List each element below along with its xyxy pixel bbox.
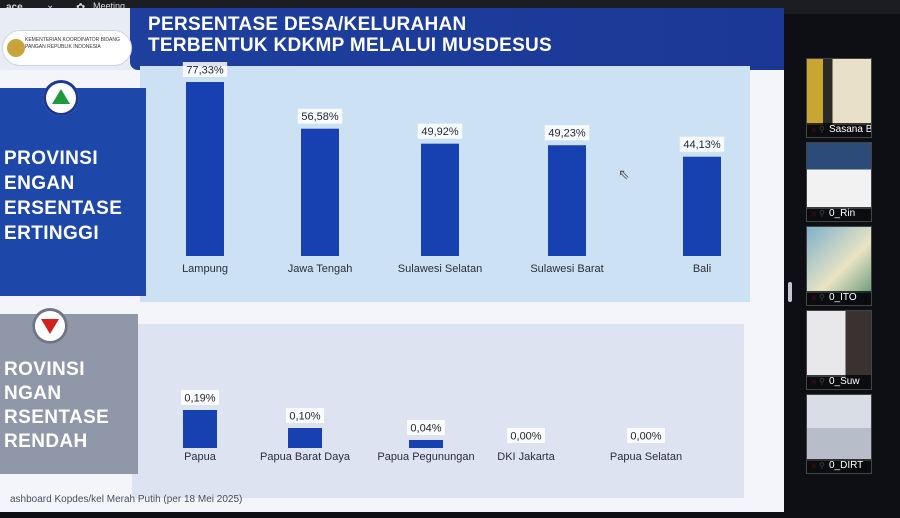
data-label-box [407, 420, 445, 435]
participant-tile[interactable]: ✕ ⚲ 0_DIRT [806, 394, 872, 474]
participant-video [807, 311, 871, 377]
side-label-line: RENDAH [4, 431, 88, 452]
data-label: 49,92% [421, 126, 459, 138]
up-arrow-badge [43, 80, 79, 116]
slide-title-line1: PERSENTASE DESA/KELURAHAN [148, 14, 467, 35]
category-label: Sulawesi Barat [530, 263, 603, 275]
bottom-chart-panel [132, 324, 744, 498]
data-label-box [507, 428, 545, 443]
data-label: 56,58% [301, 111, 339, 123]
data-label: 0,04% [410, 423, 441, 435]
side-label-line: ROVINSI [4, 359, 85, 380]
data-label-box [181, 390, 219, 405]
category-label: DKI Jakarta [497, 451, 555, 463]
lowest-provinces-sidebar [0, 314, 138, 474]
data-label: 0,00% [510, 431, 541, 443]
side-label-line: NGAN [4, 383, 62, 404]
data-label: 0,00% [630, 431, 661, 443]
data-label-box [627, 428, 665, 443]
category-label: Papua Barat Daya [260, 451, 351, 463]
highest-provinces-label: PROVINSI ENGAN ERSENTASE ERTINGGI [4, 146, 122, 246]
bar-sulawesi-selatan [421, 143, 459, 256]
lowest-provinces-label: ROVINSI NGAN RSENTASE RENDAH [4, 358, 109, 454]
participant-tile[interactable]: ✕ ⚲ Sasana B [806, 58, 872, 138]
category-label: Sulawesi Selatan [398, 263, 482, 275]
bar-jawa-tengah [301, 128, 339, 256]
participant-video [807, 143, 871, 209]
side-label-line: ERSENTASE [4, 198, 123, 219]
slide-title-line2: TERBENTUK KDKMP MELALUI MUSDESUS [148, 35, 553, 56]
panel-resize-handle[interactable] [788, 282, 792, 302]
highest-provinces-sidebar [0, 88, 146, 296]
category-label: Papua Selatan [610, 451, 682, 463]
side-label-line: RSENTASE [4, 407, 110, 428]
data-label-box [182, 62, 228, 78]
chevron-down-icon[interactable]: ⌄ [46, 0, 55, 11]
category-label: Jawa Tengah [288, 263, 353, 275]
participant-name: 0_ITO [807, 291, 871, 305]
participant-tile[interactable]: ✕ ⚲ 0_Suw [806, 310, 872, 390]
slide-header-banner [130, 8, 784, 70]
data-label: 0,10% [289, 411, 320, 423]
participant-name: Sasana B [807, 123, 871, 137]
participant-name: 0_DIRT [807, 459, 871, 473]
data-label-box [417, 123, 463, 139]
data-label: 44,13% [683, 139, 721, 151]
triangle-up-icon [52, 89, 70, 104]
category-label: Papua Pegunungan [377, 451, 474, 463]
app-label: ace [6, 2, 23, 13]
bar-bali [683, 156, 721, 256]
participant-name: 0_Rin [807, 207, 871, 221]
participant-video [807, 227, 871, 293]
data-label-box [544, 125, 590, 141]
category-label: Lampung [182, 263, 228, 275]
shared-slide: PERSENTASE DESA/KELURAHAN TERBENTUK KDKM… [0, 8, 784, 512]
participant-name: 0_Suw [807, 375, 871, 389]
side-label-line: PROVINSI [4, 148, 98, 169]
side-label-line: ERTINGGI [4, 223, 100, 244]
category-label: Papua [184, 451, 217, 463]
data-label: 77,33% [186, 65, 224, 77]
ministry-logo-text: KEMENTERIAN KOORDINATOR BIDANG PANGAN RE… [25, 37, 120, 50]
participant-tile[interactable]: ✕ ⚲ 0_ITO [806, 226, 872, 306]
ministry-logo: KEMENTERIAN KOORDINATOR BIDANG PANGAN RE… [2, 30, 132, 66]
mouse-cursor-icon: ⇖ [618, 166, 630, 182]
triangle-down-icon [41, 319, 59, 334]
bar-lampung [186, 82, 224, 256]
participant-video [807, 395, 871, 461]
bar-papua-barat-daya [288, 428, 322, 448]
down-arrow-badge [32, 308, 68, 344]
data-label: 0,19% [184, 393, 215, 405]
data-label-box [297, 108, 343, 124]
emblem-icon [7, 39, 25, 57]
category-label: Bali [693, 263, 711, 275]
data-label: 49,23% [548, 128, 586, 140]
slide-footer-source: ashboard Kopdes/kel Merah Putih (per 18 … [10, 494, 243, 505]
bar-papua-pegunungan [409, 440, 443, 448]
participant-video [807, 59, 871, 125]
participant-tile[interactable]: ✕ ⚲ 0_Rin [806, 142, 872, 222]
side-label-line: ENGAN [4, 173, 75, 194]
data-label-box [286, 408, 324, 423]
bar-papua [183, 410, 217, 448]
bar-sulawesi-barat [548, 145, 586, 256]
data-label-box [679, 136, 725, 152]
meeting-label[interactable]: Meeting [93, 1, 126, 11]
bar-charts: 77,33% Lampung 56,58% Jawa Tengah 49,92% Sula… [181, 62, 725, 463]
